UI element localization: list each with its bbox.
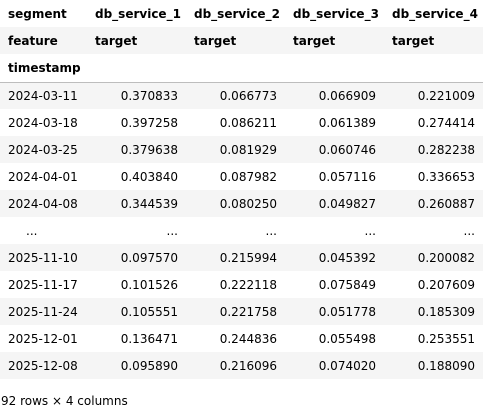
- row-index-cell: 2024-04-01: [0, 163, 87, 190]
- table-cell: 0.253551: [384, 325, 483, 352]
- table-cell: 0.061389: [285, 109, 384, 136]
- column-header-feature: target: [186, 27, 285, 54]
- table-cell: 0.087982: [186, 163, 285, 190]
- table-cell: 0.066773: [186, 82, 285, 109]
- row-index-cell: ...: [0, 217, 87, 244]
- empty-header-cell: [186, 54, 285, 82]
- table-row: 2024-03-11 0.370833 0.066773 0.066909 0.…: [0, 82, 483, 109]
- table-cell: 0.185309: [384, 298, 483, 325]
- table-cell: 0.057116: [285, 163, 384, 190]
- table-cell: 0.397258: [87, 109, 186, 136]
- table-cell: 0.049827: [285, 190, 384, 217]
- dataframe-container: segment db_service_1 db_service_2 db_ser…: [0, 0, 483, 379]
- table-cell: ...: [87, 217, 186, 244]
- row-index-cell: 2025-11-17: [0, 271, 87, 298]
- table-cell: 0.101526: [87, 271, 186, 298]
- row-index-cell: 2025-11-10: [0, 244, 87, 271]
- table-cell: 0.086211: [186, 109, 285, 136]
- header-row-segment: segment db_service_1 db_service_2 db_ser…: [0, 0, 483, 27]
- table-row: 2025-12-08 0.095890 0.216096 0.074020 0.…: [0, 352, 483, 379]
- table-row: 2024-04-08 0.344539 0.080250 0.049827 0.…: [0, 190, 483, 217]
- table-cell: 0.200082: [384, 244, 483, 271]
- table-cell: 0.274414: [384, 109, 483, 136]
- column-header-segment: db_service_1: [87, 0, 186, 27]
- table-cell: 0.221009: [384, 82, 483, 109]
- table-cell: 0.095890: [87, 352, 186, 379]
- table-row: 2025-11-17 0.101526 0.222118 0.075849 0.…: [0, 271, 483, 298]
- dataframe-table: segment db_service_1 db_service_2 db_ser…: [0, 0, 483, 379]
- column-header-feature: target: [384, 27, 483, 54]
- column-level-name-segment: segment: [0, 0, 87, 27]
- empty-header-cell: [87, 54, 186, 82]
- table-cell: 0.244836: [186, 325, 285, 352]
- table-cell: 0.370833: [87, 82, 186, 109]
- table-row: 2024-04-01 0.403840 0.087982 0.057116 0.…: [0, 163, 483, 190]
- column-header-segment: db_service_3: [285, 0, 384, 27]
- table-cell: 0.060746: [285, 136, 384, 163]
- row-index-cell: 2024-04-08: [0, 190, 87, 217]
- table-cell: 0.051778: [285, 298, 384, 325]
- table-cell: 0.081929: [186, 136, 285, 163]
- table-cell: 0.105551: [87, 298, 186, 325]
- empty-header-cell: [285, 54, 384, 82]
- table-cell: ...: [285, 217, 384, 244]
- dataframe-shape-summary: 92 rows × 4 columns: [1, 394, 128, 408]
- row-index-cell: 2025-12-01: [0, 325, 87, 352]
- table-cell: 0.055498: [285, 325, 384, 352]
- column-header-feature: target: [285, 27, 384, 54]
- table-cell: 0.215994: [186, 244, 285, 271]
- row-index-cell: 2025-12-08: [0, 352, 87, 379]
- row-index-cell: 2024-03-25: [0, 136, 87, 163]
- table-cell: 0.074020: [285, 352, 384, 379]
- table-cell: 0.075849: [285, 271, 384, 298]
- table-cell: 0.222118: [186, 271, 285, 298]
- row-index-cell: 2024-03-11: [0, 82, 87, 109]
- table-cell: ...: [384, 217, 483, 244]
- column-header-segment: db_service_4: [384, 0, 483, 27]
- column-header-segment: db_service_2: [186, 0, 285, 27]
- table-cell: 0.207609: [384, 271, 483, 298]
- table-row-ellipsis: ... ... ... ... ...: [0, 217, 483, 244]
- table-cell: 0.344539: [87, 190, 186, 217]
- row-index-cell: 2025-11-24: [0, 298, 87, 325]
- table-row: 2025-11-10 0.097570 0.215994 0.045392 0.…: [0, 244, 483, 271]
- table-cell: ...: [186, 217, 285, 244]
- index-name-header: timestamp: [0, 54, 87, 82]
- table-row: 2024-03-18 0.397258 0.086211 0.061389 0.…: [0, 109, 483, 136]
- table-cell: 0.221758: [186, 298, 285, 325]
- table-cell: 0.188090: [384, 352, 483, 379]
- table-cell: 0.045392: [285, 244, 384, 271]
- row-index-cell: 2024-03-18: [0, 109, 87, 136]
- table-cell: 0.216096: [186, 352, 285, 379]
- table-cell: 0.260887: [384, 190, 483, 217]
- header-row-index-name: timestamp: [0, 54, 483, 82]
- table-cell: 0.097570: [87, 244, 186, 271]
- table-row: 2025-12-01 0.136471 0.244836 0.055498 0.…: [0, 325, 483, 352]
- table-cell: 0.080250: [186, 190, 285, 217]
- table-row: 2024-03-25 0.379638 0.081929 0.060746 0.…: [0, 136, 483, 163]
- table-cell: 0.336653: [384, 163, 483, 190]
- table-cell: 0.282238: [384, 136, 483, 163]
- table-cell: 0.136471: [87, 325, 186, 352]
- header-row-feature: feature target target target target: [0, 27, 483, 54]
- table-cell: 0.403840: [87, 163, 186, 190]
- column-header-feature: target: [87, 27, 186, 54]
- table-row: 2025-11-24 0.105551 0.221758 0.051778 0.…: [0, 298, 483, 325]
- table-cell: 0.379638: [87, 136, 186, 163]
- empty-header-cell: [384, 54, 483, 82]
- table-cell: 0.066909: [285, 82, 384, 109]
- column-level-name-feature: feature: [0, 27, 87, 54]
